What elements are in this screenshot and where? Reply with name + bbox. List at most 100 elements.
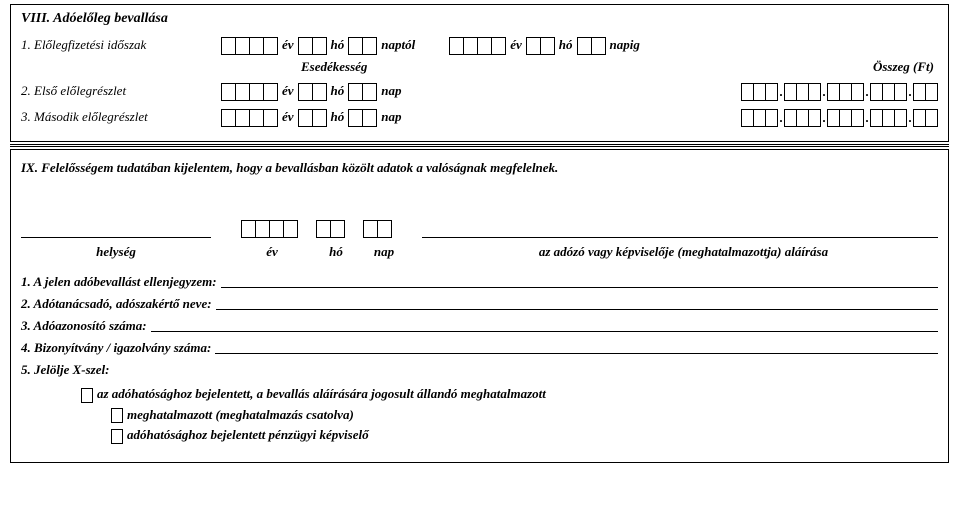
amt-box[interactable] [851, 109, 864, 127]
checkbox-3-label: adóhatósághoz bejelentett pénzügyi képvi… [127, 427, 369, 442]
section-divider [10, 144, 949, 147]
amt-box[interactable] [851, 83, 864, 101]
mo-box[interactable] [330, 220, 345, 238]
amt-box[interactable] [808, 83, 821, 101]
mo-box[interactable] [312, 109, 327, 127]
checkbox-row-3: adóhatósághoz bejelentett pénzügyi képvi… [111, 427, 938, 444]
checkbox-2-label: meghatalmazott (meghatalmazás csatolva) [127, 407, 354, 422]
field-1-line[interactable] [221, 287, 938, 288]
second-date: év hó nap [221, 109, 406, 127]
label-ev: év [278, 109, 298, 127]
day-box[interactable] [362, 109, 377, 127]
header-esedekesseg: Esedékesség [301, 59, 367, 75]
field-5-label: 5. Jelölje X-szel: [21, 362, 113, 378]
yr-box[interactable] [221, 83, 236, 101]
label-ev: év [278, 83, 298, 101]
amt-box[interactable] [925, 83, 938, 101]
amt-box[interactable] [765, 83, 778, 101]
row-second-installment: 3. Második előlegrészlet év hó nap . . .… [21, 105, 938, 127]
amt-box[interactable] [808, 109, 821, 127]
day-box[interactable] [591, 37, 606, 55]
yr-box[interactable] [255, 220, 270, 238]
label-ho: hó [327, 83, 349, 101]
yr-box[interactable] [263, 83, 278, 101]
field-1: 1. A jelen adóbevallást ellenjegyzem: [21, 274, 938, 290]
label-nap: nap [377, 83, 405, 101]
yr-box[interactable] [477, 37, 492, 55]
checkbox-3[interactable] [111, 429, 123, 444]
field-1-label: 1. A jelen adóbevallást ellenjegyzem: [21, 274, 221, 290]
day-box[interactable] [362, 83, 377, 101]
yr-box[interactable] [463, 37, 478, 55]
section-8-box: VIII. Adóelőleg bevallása 1. Előlegfizet… [10, 4, 949, 142]
field-3: 3. Adóazonosító száma: [21, 318, 938, 334]
field-4: 4. Bizonyítvány / igazolvány száma: [21, 340, 938, 356]
header-osszeg: Összeg (Ft) [873, 59, 938, 75]
yr-box[interactable] [249, 37, 264, 55]
mo-box[interactable] [312, 37, 327, 55]
yr-box[interactable] [263, 109, 278, 127]
label-nap: nap [369, 244, 399, 260]
field-2-line[interactable] [216, 309, 938, 310]
label-ho: hó [327, 109, 349, 127]
mo-box[interactable] [298, 83, 313, 101]
signature-row [21, 220, 938, 238]
label-ho: hó [327, 37, 349, 55]
yr-box[interactable] [241, 220, 256, 238]
yr-box[interactable] [235, 109, 250, 127]
section-9-box: IX. Felelősségem tudatában kijelentem, h… [10, 149, 949, 463]
field-4-label: 4. Bizonyítvány / igazolvány száma: [21, 340, 215, 356]
label-ev: év [278, 37, 298, 55]
amt-box[interactable] [894, 109, 907, 127]
checkbox-row-2: meghatalmazott (meghatalmazás csatolva) [111, 407, 938, 424]
place-line[interactable] [21, 237, 211, 238]
yr-box[interactable] [449, 37, 464, 55]
first-amount: . . . . [741, 83, 938, 101]
day-box[interactable] [362, 37, 377, 55]
yr-box[interactable] [235, 37, 250, 55]
label-naptol: naptól [377, 37, 419, 55]
yr-box[interactable] [249, 83, 264, 101]
field-3-line[interactable] [151, 331, 938, 332]
day-box[interactable] [348, 83, 363, 101]
day-box[interactable] [377, 220, 392, 238]
day-box[interactable] [348, 37, 363, 55]
mo-box[interactable] [316, 220, 331, 238]
day-box[interactable] [363, 220, 378, 238]
amt-box[interactable] [765, 109, 778, 127]
label-helyseg: helység [21, 244, 211, 260]
yr-box[interactable] [221, 37, 236, 55]
yr-box[interactable] [491, 37, 506, 55]
amt-box[interactable] [925, 109, 938, 127]
amt-box[interactable] [894, 83, 907, 101]
checkbox-1[interactable] [81, 388, 93, 403]
yr-box[interactable] [283, 220, 298, 238]
day-box[interactable] [577, 37, 592, 55]
yr-box[interactable] [249, 109, 264, 127]
period-from: év hó naptól [221, 37, 419, 55]
period-to: év hó napig [449, 37, 644, 55]
signature-line[interactable] [422, 237, 938, 238]
yr-box[interactable] [221, 109, 236, 127]
second-amount: . . . . [741, 109, 938, 127]
checkbox-2[interactable] [111, 408, 123, 423]
label-napig: napig [606, 37, 644, 55]
label-ho: hó [321, 244, 351, 260]
mo-box[interactable] [298, 109, 313, 127]
yr-box[interactable] [269, 220, 284, 238]
field-4-line[interactable] [215, 353, 938, 354]
mo-box[interactable] [526, 37, 541, 55]
mo-box[interactable] [540, 37, 555, 55]
mo-box[interactable] [312, 83, 327, 101]
label-second: 3. Második előlegrészlet [21, 109, 221, 127]
day-box[interactable] [348, 109, 363, 127]
label-period: 1. Előlegfizetési időszak [21, 37, 221, 55]
header-row: Esedékesség Összeg (Ft) [21, 59, 938, 75]
yr-box[interactable] [235, 83, 250, 101]
signature-label-row: helység év hó nap az adózó vagy képvisel… [21, 244, 938, 260]
label-first: 2. Első előlegrészlet [21, 83, 221, 101]
field-5: 5. Jelölje X-szel: [21, 362, 938, 378]
yr-box[interactable] [263, 37, 278, 55]
label-nap: nap [377, 109, 405, 127]
mo-box[interactable] [298, 37, 313, 55]
